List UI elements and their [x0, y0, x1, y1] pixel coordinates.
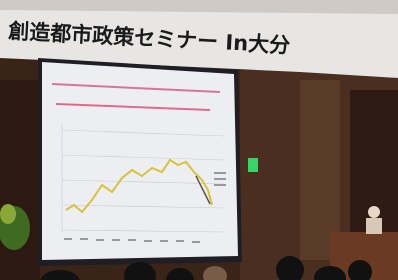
exit-light: [248, 158, 258, 172]
wall-panel: [0, 80, 40, 280]
photo: 創造都市政策セミナー In大分: [0, 0, 398, 280]
speaker: [368, 206, 380, 218]
page: 創造都市政策セミナー In大分 (() => { const data: [0, 0, 398, 280]
plant-leaf: [0, 204, 16, 224]
speaker-body: [366, 218, 382, 234]
